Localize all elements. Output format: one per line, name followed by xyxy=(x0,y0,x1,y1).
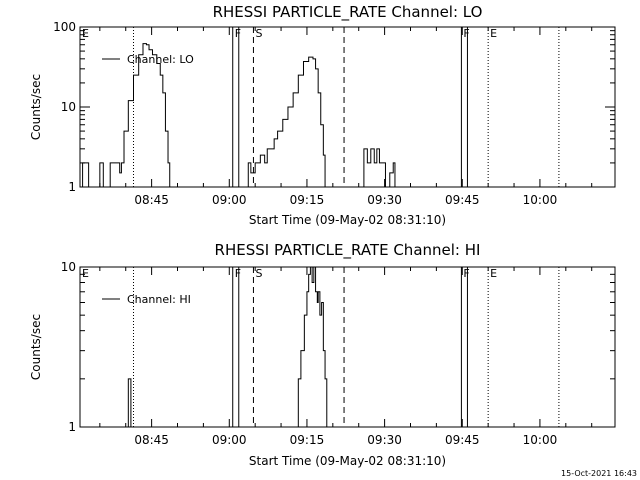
timestamp-stamp: 15-Oct-2021 16:43 xyxy=(561,469,637,478)
x-tick-label: 09:15 xyxy=(290,433,325,447)
event-marker-label: F xyxy=(463,27,469,40)
chart-title: RHESSI PARTICLE_RATE Channel: LO xyxy=(213,3,483,22)
x-tick-label: 09:30 xyxy=(367,193,402,207)
x-tick-label: 08:45 xyxy=(134,193,169,207)
event-marker-label: E xyxy=(82,27,89,40)
x-tick-label: 09:00 xyxy=(212,433,247,447)
y-axis-label: Counts/sec xyxy=(29,74,43,140)
x-tick-label: 09:00 xyxy=(212,193,247,207)
x-tick-label: 10:00 xyxy=(523,193,558,207)
x-tick-label: 09:15 xyxy=(290,193,325,207)
y-tick-label: 10 xyxy=(61,100,76,114)
event-marker-label: E xyxy=(82,267,89,280)
event-marker-label: S xyxy=(255,267,262,280)
y-tick-label: 10 xyxy=(61,260,76,274)
plot-frame xyxy=(79,26,616,188)
event-marker-label: E xyxy=(490,27,497,40)
x-tick-label: 09:45 xyxy=(445,433,480,447)
chart-title: RHESSI PARTICLE_RATE Channel: HI xyxy=(215,241,481,260)
plot-frame xyxy=(79,266,616,428)
event-marker-label: S xyxy=(255,27,262,40)
x-axis-label: Start Time (09-May-02 08:31:10) xyxy=(249,454,446,468)
y-axis-label: Counts/sec xyxy=(29,314,43,380)
series-line xyxy=(127,266,328,428)
event-marker-label: F xyxy=(235,27,241,40)
y-tick-label: 100 xyxy=(53,20,76,34)
legend-label: Channel: LO xyxy=(127,53,194,66)
series-line xyxy=(80,43,396,188)
event-marker-label: E xyxy=(490,267,497,280)
y-tick-label: 1 xyxy=(68,420,76,434)
x-tick-label: 09:45 xyxy=(445,193,480,207)
event-marker-label: F xyxy=(463,267,469,280)
legend-label: Channel: HI xyxy=(127,293,191,306)
x-tick-label: 09:30 xyxy=(367,433,402,447)
x-tick-label: 10:00 xyxy=(523,433,558,447)
y-tick-label: 1 xyxy=(68,180,76,194)
event-marker-label: F xyxy=(235,267,241,280)
x-axis-label: Start Time (09-May-02 08:31:10) xyxy=(249,213,446,227)
x-tick-label: 08:45 xyxy=(134,433,169,447)
